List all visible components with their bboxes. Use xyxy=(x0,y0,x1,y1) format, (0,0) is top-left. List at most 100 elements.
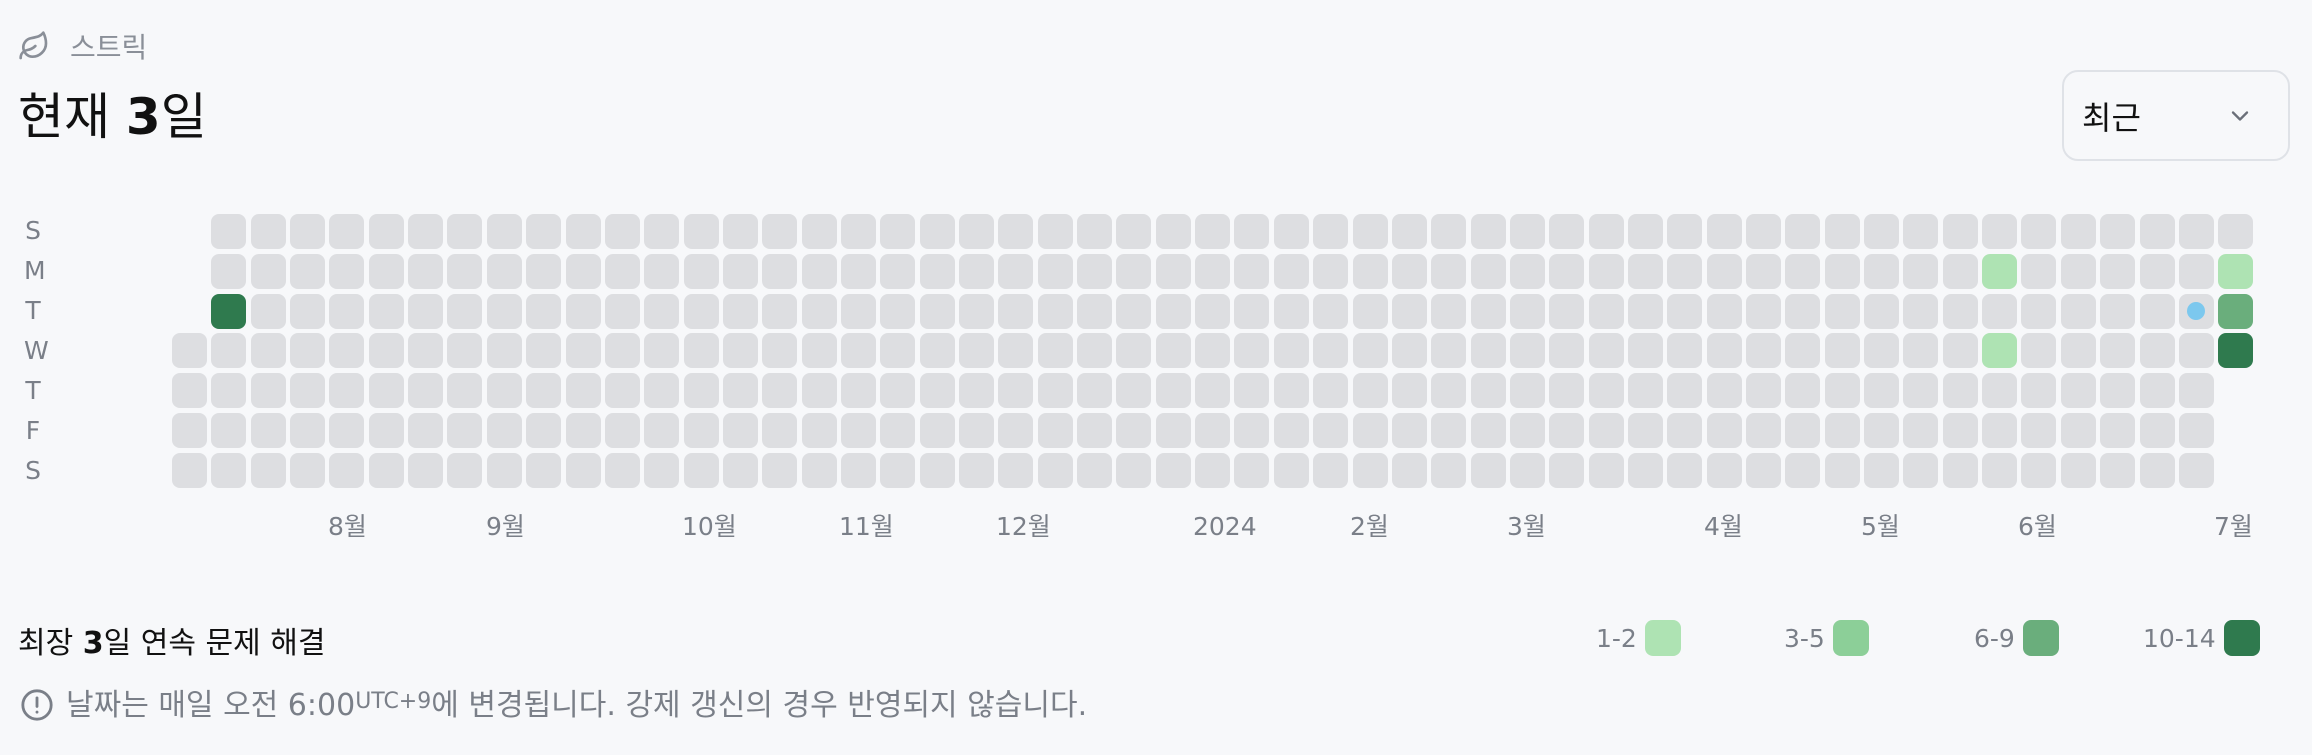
heatmap-cell[interactable] xyxy=(1706,373,1742,409)
heatmap-cell[interactable] xyxy=(211,214,247,249)
heatmap-cell[interactable] xyxy=(1234,293,1270,329)
heatmap-cell[interactable] xyxy=(1864,253,1900,289)
heatmap-cell[interactable] xyxy=(644,333,680,369)
heatmap-cell[interactable] xyxy=(1234,413,1270,448)
heatmap-cell[interactable] xyxy=(486,413,522,448)
heatmap-cell[interactable] xyxy=(368,413,404,448)
heatmap-cell[interactable] xyxy=(1903,413,1939,448)
heatmap-cell[interactable] xyxy=(959,333,994,369)
heatmap-cell[interactable] xyxy=(1352,333,1388,369)
heatmap-cell[interactable] xyxy=(1037,373,1073,409)
heatmap-cell[interactable] xyxy=(408,293,444,329)
heatmap-cell[interactable] xyxy=(211,373,247,409)
heatmap-cell[interactable] xyxy=(1706,333,1742,369)
heatmap-cell[interactable] xyxy=(250,413,286,448)
heatmap-cell[interactable] xyxy=(1431,253,1467,289)
heatmap-cell[interactable] xyxy=(919,413,955,448)
heatmap-cell[interactable] xyxy=(1824,373,1860,409)
heatmap-cell[interactable] xyxy=(1431,373,1467,409)
heatmap-cell[interactable] xyxy=(172,413,207,448)
heatmap-cell[interactable] xyxy=(1116,373,1152,409)
heatmap-cell[interactable] xyxy=(211,293,247,329)
heatmap-cell[interactable] xyxy=(1313,214,1349,249)
heatmap-cell[interactable] xyxy=(1627,413,1663,448)
heatmap-cell[interactable] xyxy=(2021,293,2057,329)
heatmap-cell[interactable] xyxy=(1588,413,1624,448)
heatmap-cell[interactable] xyxy=(486,253,522,289)
heatmap-cell[interactable] xyxy=(644,253,680,289)
heatmap-cell[interactable] xyxy=(1785,333,1821,369)
heatmap-cell[interactable] xyxy=(683,293,719,329)
heatmap-cell[interactable] xyxy=(1352,452,1388,488)
heatmap-cell[interactable] xyxy=(959,293,994,329)
period-select[interactable]: 최근 xyxy=(2062,70,2290,161)
heatmap-cell[interactable] xyxy=(1549,413,1585,448)
heatmap-cell[interactable] xyxy=(1195,253,1231,289)
heatmap-cell[interactable] xyxy=(1627,214,1663,249)
heatmap-cell[interactable] xyxy=(1982,253,2018,289)
heatmap-cell[interactable] xyxy=(290,333,326,369)
heatmap-cell[interactable] xyxy=(801,373,837,409)
heatmap-cell[interactable] xyxy=(1667,333,1703,369)
heatmap-cell[interactable] xyxy=(2021,413,2057,448)
heatmap-cell[interactable] xyxy=(1903,253,1939,289)
heatmap-cell[interactable] xyxy=(801,333,837,369)
heatmap-cell[interactable] xyxy=(722,373,758,409)
heatmap-cell[interactable] xyxy=(250,373,286,409)
heatmap-cell[interactable] xyxy=(1667,253,1703,289)
heatmap-cell[interactable] xyxy=(2178,452,2214,488)
heatmap-cell[interactable] xyxy=(1431,452,1467,488)
heatmap-cell[interactable] xyxy=(801,413,837,448)
heatmap-cell[interactable] xyxy=(1706,413,1742,448)
heatmap-cell[interactable] xyxy=(329,373,365,409)
heatmap-cell[interactable] xyxy=(762,293,798,329)
heatmap-cell[interactable] xyxy=(1942,413,1978,448)
heatmap-cell[interactable] xyxy=(447,253,483,289)
heatmap-cell[interactable] xyxy=(1942,373,1978,409)
heatmap-cell[interactable] xyxy=(1313,373,1349,409)
heatmap-cell[interactable] xyxy=(329,452,365,488)
heatmap-cell[interactable] xyxy=(2139,293,2175,329)
heatmap-cell[interactable] xyxy=(1746,373,1781,409)
heatmap-cell[interactable] xyxy=(959,452,994,488)
heatmap-cell[interactable] xyxy=(644,214,680,249)
heatmap-cell[interactable] xyxy=(1470,253,1506,289)
heatmap-cell[interactable] xyxy=(1391,214,1427,249)
heatmap-cell[interactable] xyxy=(1391,333,1427,369)
heatmap-cell[interactable] xyxy=(1864,452,1900,488)
heatmap-cell[interactable] xyxy=(1746,413,1781,448)
heatmap-cell[interactable] xyxy=(486,373,522,409)
heatmap-cell[interactable] xyxy=(1982,452,2018,488)
heatmap-cell[interactable] xyxy=(1195,333,1231,369)
heatmap-cell[interactable] xyxy=(1627,253,1663,289)
heatmap-cell[interactable] xyxy=(998,293,1034,329)
heatmap-cell[interactable] xyxy=(368,333,404,369)
heatmap-cell[interactable] xyxy=(1077,373,1113,409)
heatmap-cell[interactable] xyxy=(2218,333,2254,369)
heatmap-cell[interactable] xyxy=(368,253,404,289)
heatmap-cell[interactable] xyxy=(2178,373,2214,409)
heatmap-cell[interactable] xyxy=(880,373,916,409)
heatmap-cell[interactable] xyxy=(1667,373,1703,409)
heatmap-cell[interactable] xyxy=(1588,452,1624,488)
heatmap-cell[interactable] xyxy=(683,413,719,448)
heatmap-cell[interactable] xyxy=(1509,214,1545,249)
heatmap-cell[interactable] xyxy=(2139,373,2175,409)
heatmap-cell[interactable] xyxy=(2178,413,2214,448)
heatmap-cell[interactable] xyxy=(2139,214,2175,249)
heatmap-cell[interactable] xyxy=(880,452,916,488)
heatmap-cell[interactable] xyxy=(1037,253,1073,289)
heatmap-cell[interactable] xyxy=(1313,333,1349,369)
heatmap-cell[interactable] xyxy=(1077,214,1113,249)
heatmap-cell[interactable] xyxy=(447,413,483,448)
heatmap-cell[interactable] xyxy=(683,452,719,488)
heatmap-cell[interactable] xyxy=(762,413,798,448)
heatmap-cell[interactable] xyxy=(290,373,326,409)
heatmap-cell[interactable] xyxy=(1273,373,1309,409)
heatmap-cell[interactable] xyxy=(1431,413,1467,448)
heatmap-cell[interactable] xyxy=(2178,253,2214,289)
heatmap-cell[interactable] xyxy=(1116,214,1152,249)
heatmap-cell[interactable] xyxy=(1509,373,1545,409)
heatmap-cell[interactable] xyxy=(959,214,994,249)
heatmap-cell[interactable] xyxy=(1864,373,1900,409)
